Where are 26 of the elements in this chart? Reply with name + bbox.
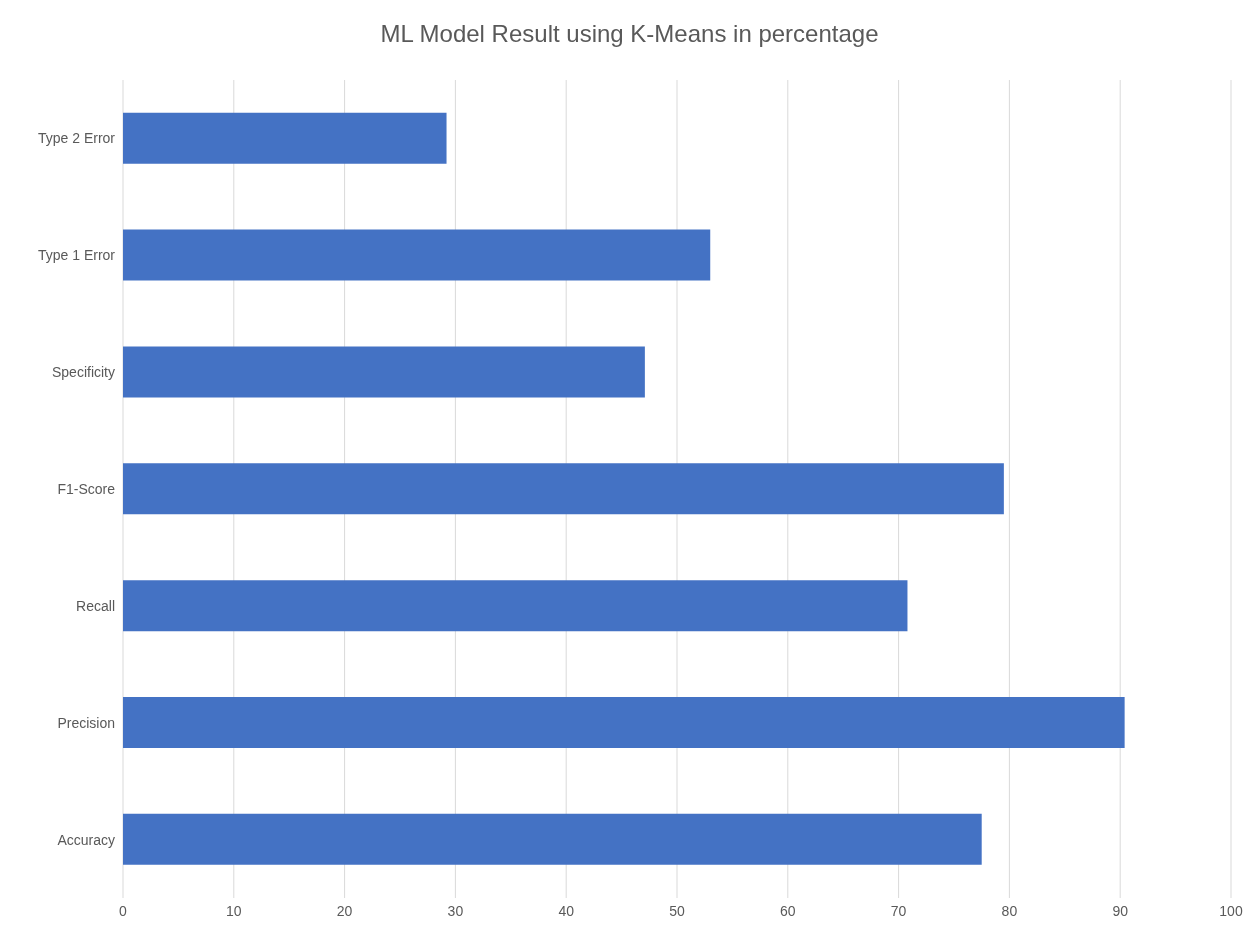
x-tick-label: 100 [1219,902,1243,919]
bar [123,463,1004,515]
bar [123,229,711,281]
chart-title: ML Model Result using K-Means in percentage [379,19,880,49]
x-tick-label: 10 [226,902,242,919]
y-tick-label: Type 1 Error [37,247,116,264]
bar [123,112,447,164]
x-tick-label: 70 [890,902,907,919]
bar [123,697,1125,749]
y-tick-label: Recall [76,597,115,614]
bar [123,813,982,865]
x-tick-label: 90 [1112,902,1129,919]
y-tick-label: Type 2 Error [37,130,116,147]
bar [123,580,908,632]
x-tick-label: 40 [558,902,575,919]
x-tick-label: 60 [780,902,796,919]
x-tick-label: 80 [1001,902,1018,919]
x-tick-label: 30 [447,902,464,919]
y-tick-label: F1-Score [57,480,116,497]
y-tick-label: Accuracy [57,831,115,848]
bar [123,346,645,398]
x-tick-label: 20 [336,902,353,919]
y-tick-label: Specificity [51,364,115,381]
x-tick-label: 50 [669,902,685,919]
x-tick-label: 0 [119,902,128,919]
y-tick-label: Precision [57,714,115,731]
